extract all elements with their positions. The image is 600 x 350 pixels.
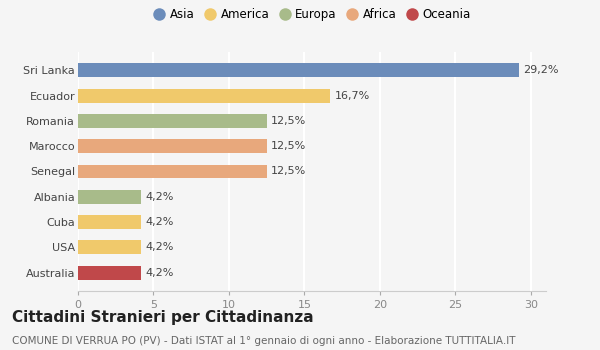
Text: COMUNE DI VERRUA PO (PV) - Dati ISTAT al 1° gennaio di ogni anno - Elaborazione : COMUNE DI VERRUA PO (PV) - Dati ISTAT al…	[12, 336, 515, 346]
Bar	[78, 164, 267, 178]
Bar	[78, 240, 142, 254]
Bar	[78, 63, 519, 77]
Text: Cittadini Stranieri per Cittadinanza: Cittadini Stranieri per Cittadinanza	[12, 310, 314, 325]
Text: 29,2%: 29,2%	[523, 65, 559, 75]
Bar	[78, 114, 267, 128]
Legend: Asia, America, Europa, Africa, Oceania: Asia, America, Europa, Africa, Oceania	[151, 6, 473, 24]
Bar	[78, 139, 267, 153]
Text: 4,2%: 4,2%	[146, 217, 175, 227]
Text: 16,7%: 16,7%	[335, 91, 370, 100]
Bar	[78, 215, 142, 229]
Text: 4,2%: 4,2%	[146, 243, 175, 252]
Text: 12,5%: 12,5%	[271, 141, 307, 151]
Text: 12,5%: 12,5%	[271, 116, 307, 126]
Text: 4,2%: 4,2%	[146, 268, 175, 278]
Text: 12,5%: 12,5%	[271, 167, 307, 176]
Bar	[78, 190, 142, 204]
Text: 4,2%: 4,2%	[146, 192, 175, 202]
Bar	[78, 89, 330, 103]
Bar	[78, 266, 142, 280]
